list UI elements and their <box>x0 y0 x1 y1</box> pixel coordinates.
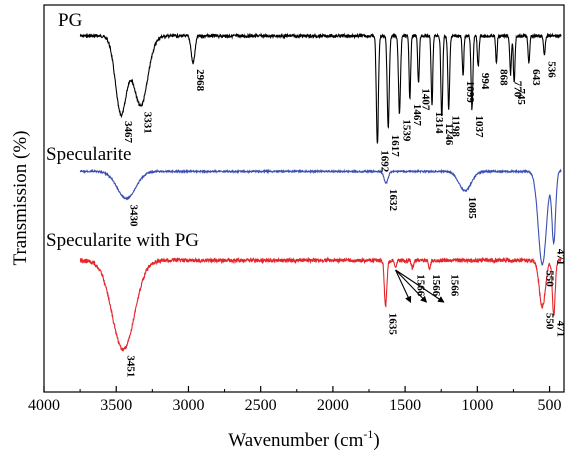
y-axis-title: Transmission (%) <box>10 131 31 266</box>
annotation-arrows <box>395 269 445 303</box>
peak-labels: 3467 3331 2968 1692161715391467140713141246… <box>122 61 567 377</box>
peak-label: 770 <box>512 81 524 98</box>
peak-label: 471 <box>555 249 567 266</box>
peak-label: 3430 <box>127 205 139 228</box>
peak-label: 550 <box>543 270 555 287</box>
series-label-0: PG <box>58 10 83 31</box>
x-tick-label: 500 <box>538 397 562 414</box>
peak-label: 1467 <box>411 104 423 127</box>
x-tick-label: 3000 <box>172 397 204 414</box>
series-line-2 <box>79 256 562 352</box>
x-tick-label: 2500 <box>245 397 277 414</box>
peak-label: 1246 <box>443 123 455 146</box>
peak-label: 536 <box>545 61 557 78</box>
series-labels: PG Specularite Specularite with PG <box>46 10 199 251</box>
x-tick-label: 4000 <box>28 397 60 414</box>
peak-label: 1314 <box>433 112 445 135</box>
x-axis-ticks: 4000 3500 3000 2500 2000 1500 1000 500 <box>28 386 562 414</box>
peak-label: 3451 <box>124 355 136 377</box>
peak-label: 1407 <box>420 88 432 111</box>
peak-label: 1635 <box>387 313 399 336</box>
series-label-2: Specularite with PG <box>46 230 199 251</box>
series-line-1 <box>79 168 562 266</box>
peak-label: 745 <box>515 88 527 105</box>
peak-label: 1617 <box>389 135 401 158</box>
peak-label: 1085 <box>466 197 478 220</box>
peak-label: 868 <box>497 69 509 86</box>
x-tick-label: 2000 <box>317 397 349 414</box>
series-label-1: Specularite <box>46 144 131 165</box>
peak-label: 3467 <box>122 121 134 144</box>
annotation-arrow <box>395 269 412 303</box>
annotation-arrow <box>395 269 445 303</box>
peak-label: 1099 <box>464 81 476 104</box>
peak-label: 471 <box>555 321 567 338</box>
peak-label: 1566 <box>415 274 427 297</box>
x-tick-label: 1500 <box>389 397 421 414</box>
series-line-0 <box>79 32 562 144</box>
peak-label: 1539 <box>401 119 413 141</box>
peak-label: 2968 <box>194 69 206 92</box>
peak-label: 643 <box>530 69 542 86</box>
x-axis-title: Wavenumber (cm-1) <box>228 427 379 451</box>
spectra <box>79 32 562 352</box>
peak-label: 1037 <box>473 116 485 139</box>
peak-label: 1198 <box>450 116 462 138</box>
annotation-arrow <box>395 269 428 303</box>
peak-label: 1566 <box>430 274 442 297</box>
peak-label: 1632 <box>387 189 399 212</box>
peak-label: 1692 <box>378 150 390 173</box>
peak-label: 550 <box>543 313 555 330</box>
x-tick-label: 3500 <box>100 397 132 414</box>
plot-frame <box>43 4 565 393</box>
x-tick-label: 1000 <box>461 397 493 414</box>
peak-label: 1566 <box>449 274 461 297</box>
peak-label: 994 <box>479 73 491 90</box>
peak-label: 3331 <box>142 112 154 134</box>
